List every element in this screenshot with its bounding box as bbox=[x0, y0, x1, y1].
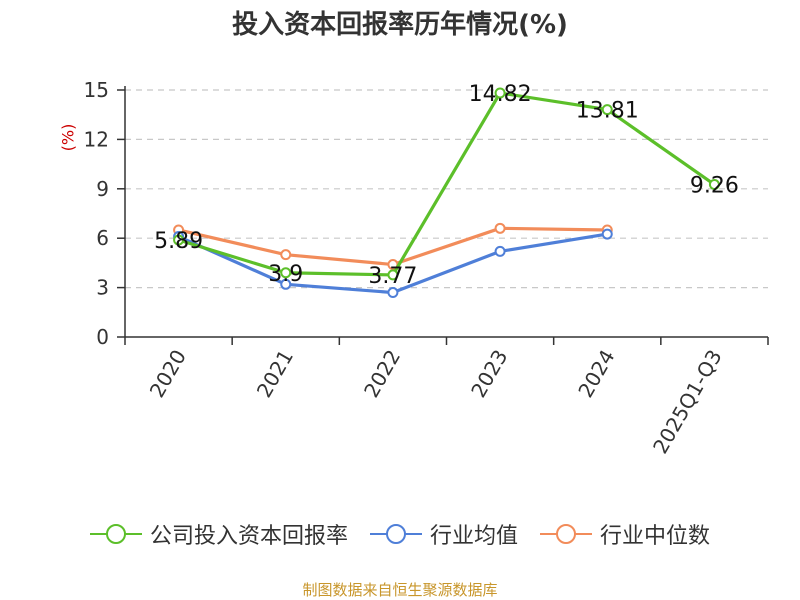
data-point bbox=[708, 179, 720, 191]
data-point bbox=[280, 249, 292, 261]
data-label: 9.26 bbox=[690, 174, 739, 199]
x-tick-label: 2023 bbox=[466, 346, 512, 402]
data-label: 3.77 bbox=[368, 264, 417, 289]
data-point bbox=[494, 245, 506, 257]
data-point bbox=[494, 222, 506, 234]
data-point bbox=[601, 228, 613, 240]
data-label: 13.81 bbox=[576, 99, 639, 124]
data-point bbox=[280, 267, 292, 279]
data-label: 5.89 bbox=[154, 229, 203, 254]
y-tick-label: 3 bbox=[96, 276, 109, 300]
data-point bbox=[173, 234, 185, 246]
legend: 公司投入资本回报率 行业均值 行业中位数 bbox=[0, 518, 800, 550]
y-tick-label: 6 bbox=[96, 226, 109, 250]
data-point bbox=[387, 287, 399, 299]
x-tick-label: 2024 bbox=[573, 346, 619, 402]
legend-item-industry-median: 行业中位数 bbox=[540, 518, 710, 550]
legend-item-industry-mean: 行业均值 bbox=[369, 518, 518, 550]
x-tick-label: 2021 bbox=[252, 346, 298, 402]
series-line bbox=[178, 91, 716, 277]
legend-label-company: 公司投入资本回报率 bbox=[149, 524, 348, 549]
data-point bbox=[387, 269, 399, 281]
data-label: 14.82 bbox=[469, 82, 532, 107]
x-tick-label: 2020 bbox=[145, 346, 191, 402]
data-point bbox=[280, 278, 292, 290]
legend-item-company: 公司投入资本回报率 bbox=[89, 518, 348, 550]
y-tick-label: 15 bbox=[84, 78, 109, 102]
chart-title: 投入资本回报率历年情况(%) bbox=[232, 10, 568, 40]
x-tick-label: 2022 bbox=[359, 346, 405, 402]
data-label: 3.9 bbox=[268, 262, 303, 287]
legend-marker-company bbox=[89, 524, 142, 544]
data-point bbox=[494, 87, 506, 99]
legend-label-industry-mean: 行业均值 bbox=[429, 524, 518, 549]
legend-marker-industry-mean bbox=[369, 524, 422, 544]
source-note: 制图数据来自恒生聚源数据库 bbox=[302, 581, 498, 599]
legend-marker-industry-median bbox=[540, 524, 592, 544]
x-tick-label: 2025Q1-Q3 bbox=[648, 346, 727, 458]
y-tick-label: 0 bbox=[96, 325, 109, 349]
data-point bbox=[601, 104, 613, 116]
legend-label-industry-median: 行业中位数 bbox=[600, 524, 711, 549]
y-tick-label: 12 bbox=[84, 127, 109, 151]
y-tick-label: 9 bbox=[96, 177, 109, 201]
